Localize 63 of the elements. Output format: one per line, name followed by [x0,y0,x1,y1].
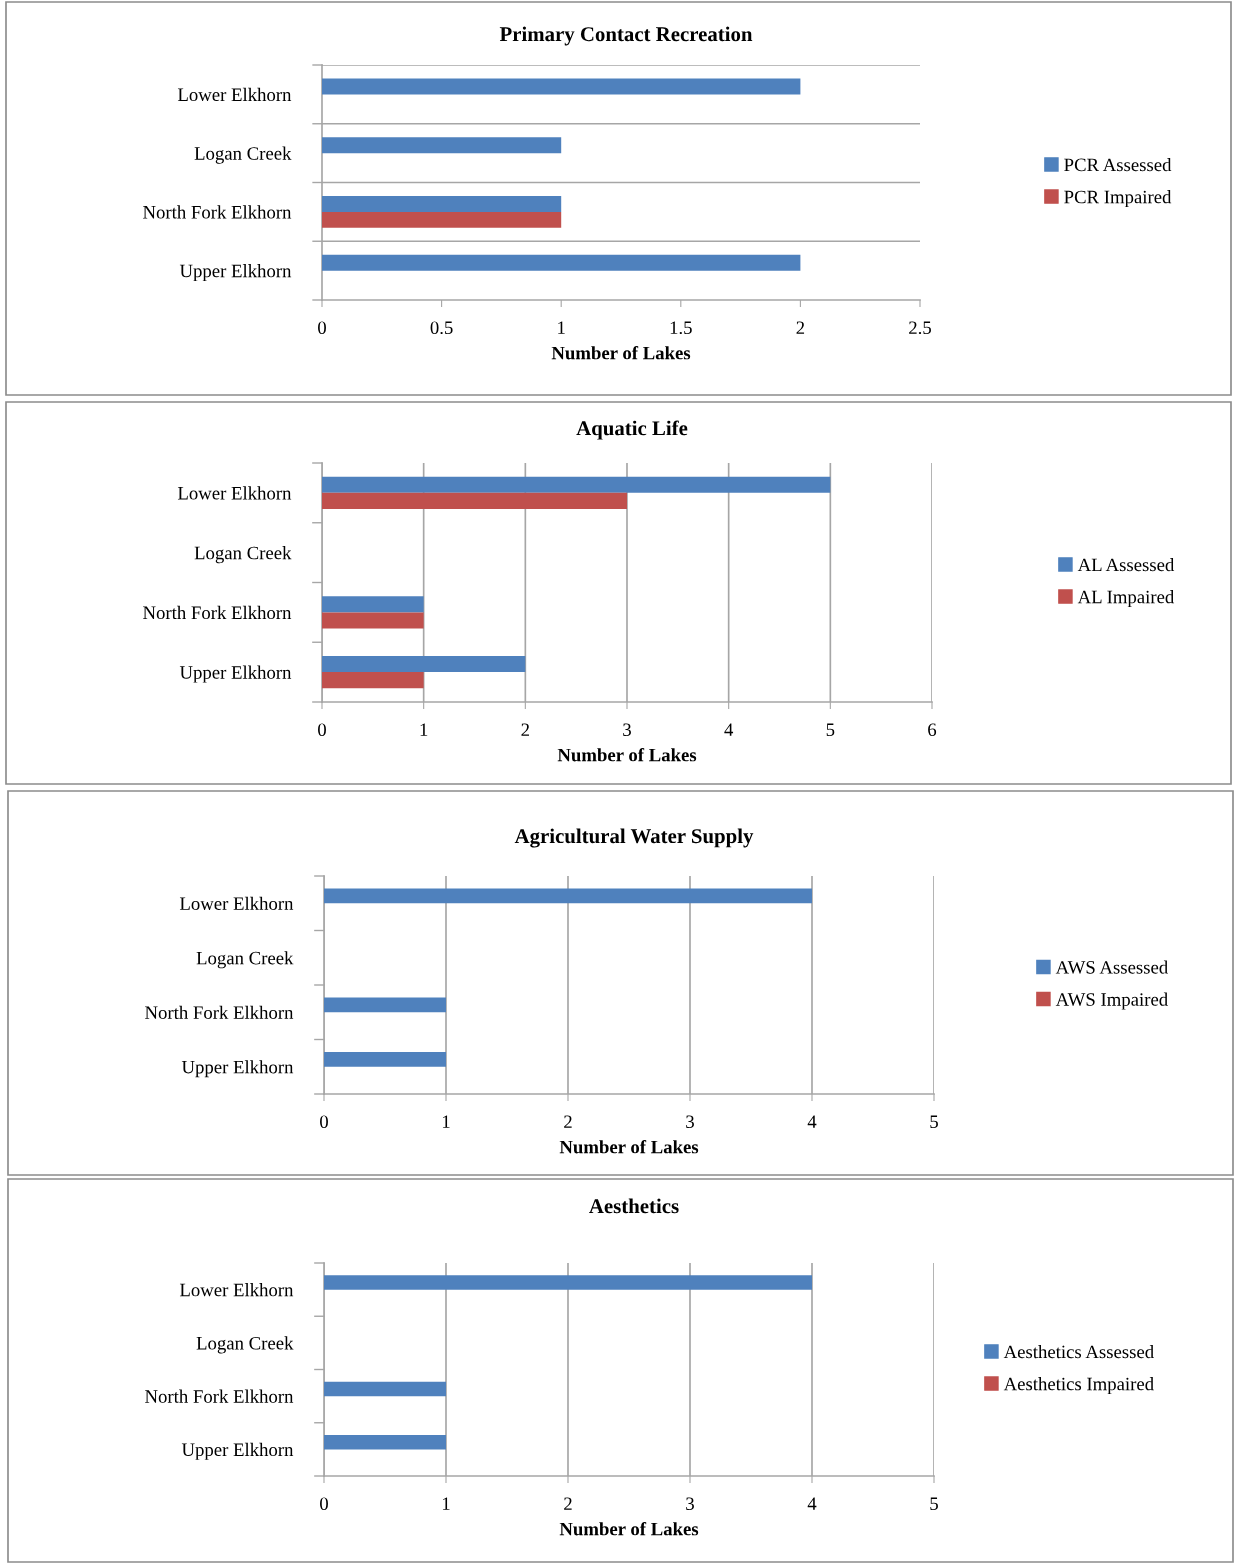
bar [322,476,831,493]
bar [322,612,424,629]
y-tick-label: North Fork Elkhorn [143,205,292,219]
x-tick-label: 4 [807,1497,817,1510]
x-tick-label: 1.5 [670,321,692,335]
chart-title: Agricultural Water Supply [514,828,754,848]
y-tick-label: Logan Creek [194,546,292,564]
y-tick-label: Lower Elkhorn [179,896,294,910]
x-tick-label: 5 [930,1115,938,1129]
x-tick-label: 2.5 [909,321,931,335]
chart-title: Primary Contact Recreation [499,26,753,46]
y-tick-label: North Fork Elkhorn [143,605,292,620]
x-tick-label: 4 [807,1115,817,1128]
x-tick-label: 0 [318,723,326,737]
x-tick-label: 2 [564,1497,572,1510]
y-tick-label: Lower Elkhorn [177,486,292,500]
legend-label: AL Assessed [1077,558,1175,572]
x-tick-label: 5 [930,1497,938,1511]
bar [322,596,424,613]
y-tick-label: Logan Creek [194,146,292,164]
x-tick-label: 1 [558,321,565,334]
x-tick-label: 1 [442,1115,450,1128]
x-tick-label: 3 [686,1497,694,1511]
y-tick-label: North Fork Elkhorn [145,1005,294,1019]
y-tick-label: Upper Elkhorn [181,1060,294,1078]
legend-label: AWS Impaired [1055,992,1168,1010]
x-tick-label: 2 [521,723,529,736]
x-tick-label: 3 [623,723,631,737]
x-tick-label: 1 [442,1497,450,1510]
y-tick-label: Logan Creek [196,1336,294,1354]
x-tick-label: 0 [320,1115,328,1129]
bar [322,672,424,689]
x-tick-label: 6 [928,723,937,737]
y-tick-label: Upper Elkhorn [179,665,292,683]
x-tick-label: 4 [724,723,734,736]
legend-label: PCR Assessed [1064,158,1172,172]
x-axis-title: Number of Lakes [551,345,691,360]
x-tick-label: 1 [420,723,428,736]
x-tick-label: 0 [318,321,326,335]
x-axis-title: Number of Lakes [557,747,697,762]
legend-label: AL Impaired [1077,590,1175,608]
chart-title: Aesthetics [589,1198,679,1214]
y-tick-label: North Fork Elkhorn [145,1389,294,1403]
chart-title: Aquatic Life [576,420,688,440]
x-axis-title: Number of Lakes [559,1521,699,1536]
x-axis-title: Number of Lakes [559,1139,699,1154]
bar [322,655,526,673]
legend-label: AWS Assessed [1055,960,1168,974]
x-tick-label: 0 [320,1497,328,1511]
y-tick-label: Lower Elkhorn [177,87,292,102]
x-tick-label: 5 [826,723,835,737]
y-tick-label: Lower Elkhorn [179,1283,294,1297]
legend-label: PCR Impaired [1064,190,1172,208]
legend-label: Aesthetics Impaired [1003,1377,1154,1395]
x-tick-label: 0.5 [430,321,453,335]
x-tick-label: 3 [686,1115,694,1129]
y-tick-label: Logan Creek [196,951,294,969]
bar [322,492,627,510]
y-tick-label: Upper Elkhorn [179,264,292,282]
x-tick-label: 2 [796,321,805,334]
x-tick-label: 2 [564,1115,572,1128]
legend-label: Aesthetics Assessed [1003,1345,1154,1359]
y-tick-label: Upper Elkhorn [181,1442,294,1460]
